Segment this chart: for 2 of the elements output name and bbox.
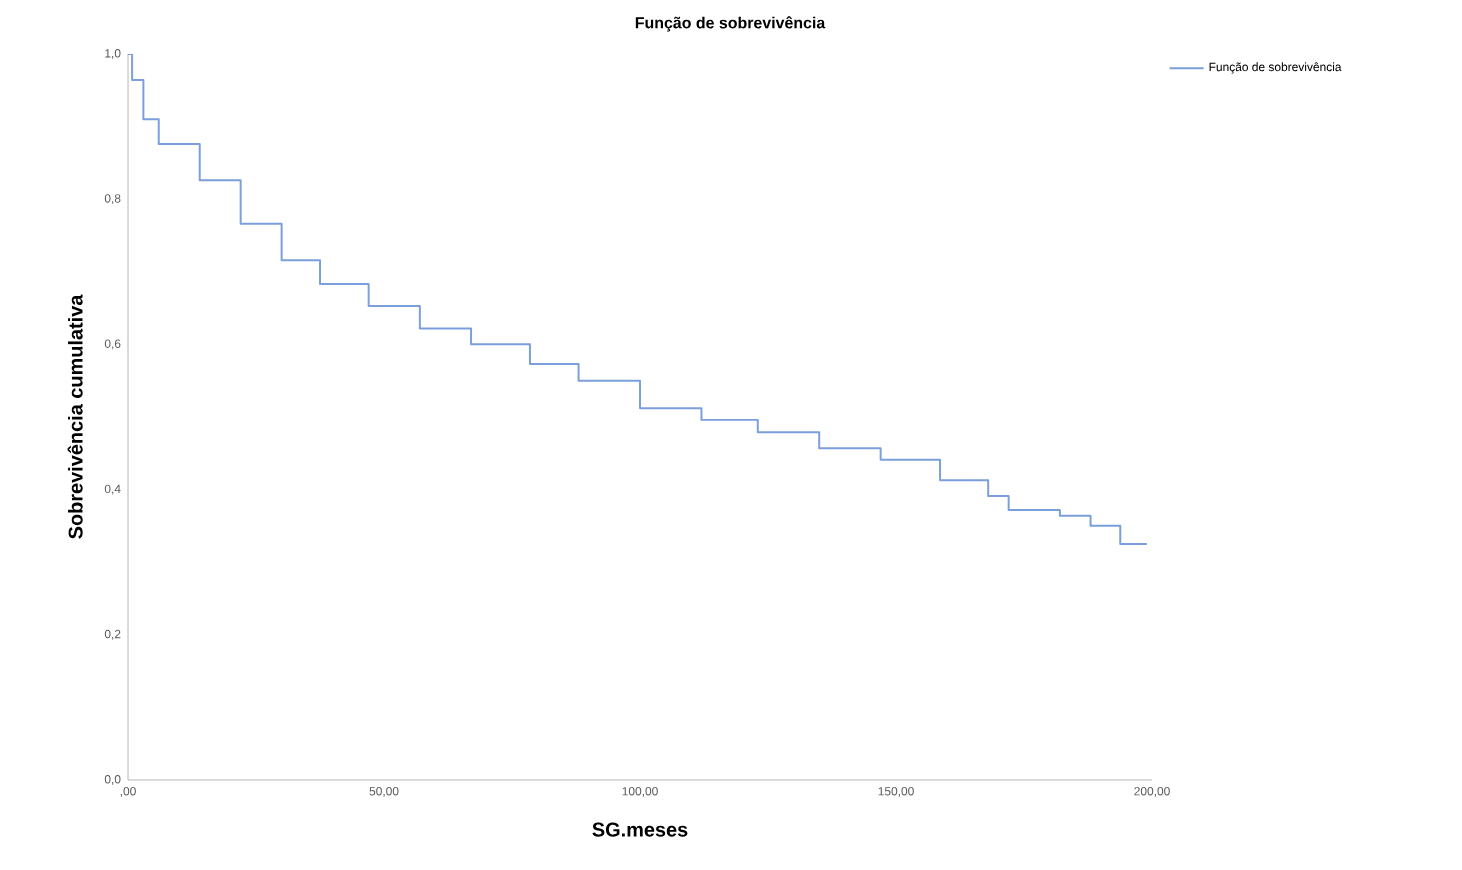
x-axis-title: SG.meses: [592, 822, 688, 837]
y-axis-title: Sobrevivência cumulativa: [67, 294, 83, 539]
